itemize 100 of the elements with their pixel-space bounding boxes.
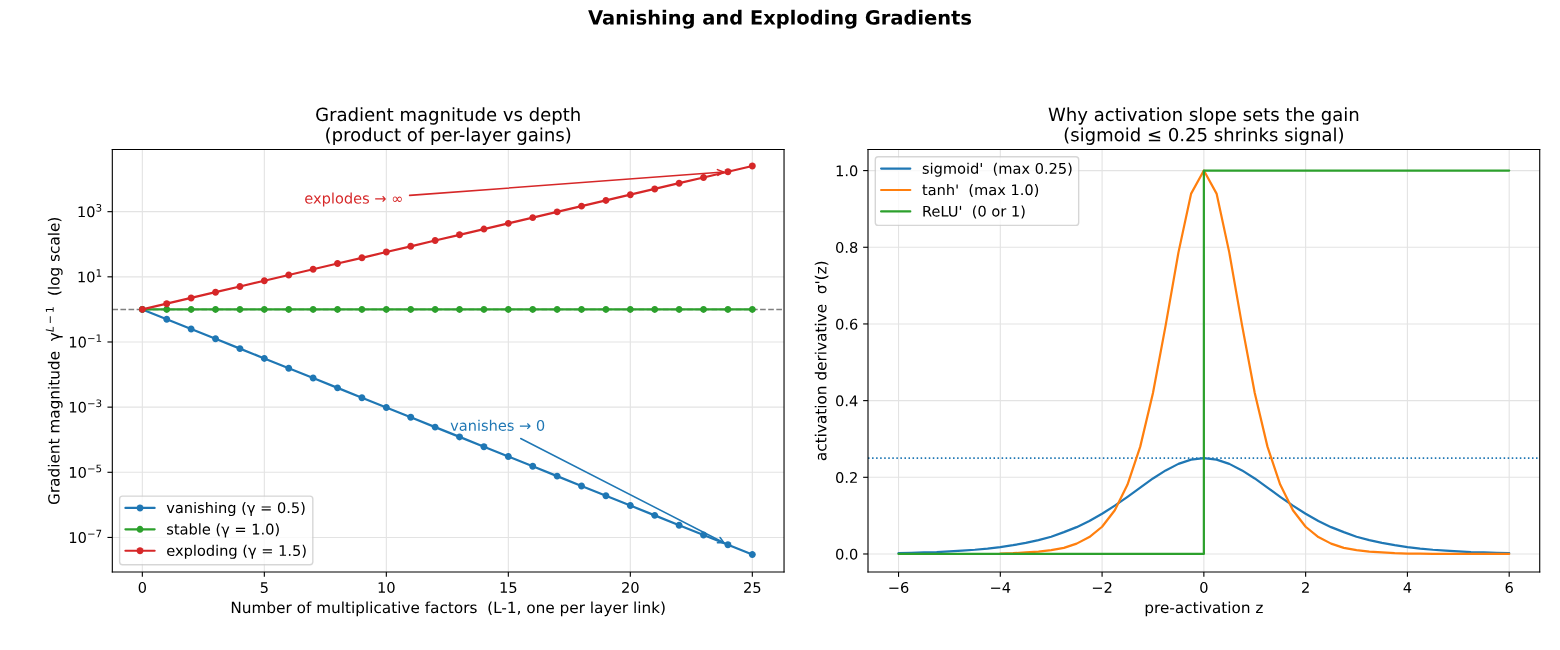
point [675,179,683,187]
point [334,384,341,392]
x-tick-label: 5 [260,582,268,594]
point [553,472,561,480]
point [236,345,244,353]
chart-title: Gradient magnitude vs depth (product of per-layer gains) [316,107,580,145]
point [675,305,683,313]
point [504,305,512,313]
x-tick-label: 4 [1403,582,1412,593]
point [724,541,732,549]
point [700,305,707,313]
point [212,335,219,343]
point [309,265,317,273]
x-axis-title: pre-activation z [1145,601,1263,617]
point [407,305,415,313]
y-tick-label: 10$^{−1}$ [69,334,102,348]
point [382,305,390,313]
point [724,168,732,176]
point [553,208,561,216]
y-tick-label: 0.6 [836,318,858,330]
legend-label: sigmoid' (max 0.25) [922,162,1072,177]
point [260,277,268,285]
point [748,305,756,313]
point [260,354,268,362]
y-tick-label: 0.4 [836,395,858,407]
x-tick-label: −4 [991,582,1011,593]
point [480,443,488,451]
point [236,283,244,290]
point [431,305,439,313]
x-tick-label: 2 [1302,581,1309,593]
point [212,305,219,313]
x-tick-label: −6 [889,581,909,594]
point [236,305,244,313]
point [163,305,171,313]
point [285,271,293,279]
x-axis-title: Number of multiplicative factors (L-1, one per layer link) [231,601,665,617]
point [578,202,585,210]
y-tick-label: 10$^{−5}$ [69,464,102,478]
point [529,305,537,313]
point [626,502,634,510]
point [334,260,341,267]
point [456,305,463,313]
point [382,248,390,256]
point [163,315,171,323]
point [382,404,390,411]
y-tick-label: 0.8 [836,241,858,254]
y-axis-title: activation derivative σ'(z) [814,261,829,461]
point [578,482,585,490]
x-tick-label: 0 [1200,581,1208,594]
point [309,305,317,313]
annotation: explodes → ∞ [305,192,402,207]
legend-label: tanh' (max 1.0) [922,184,1039,198]
point [187,305,195,313]
point [651,185,659,193]
point [529,214,537,222]
point [651,511,659,519]
point [407,413,415,421]
point [163,300,171,308]
x-tick-label: −2 [1092,581,1112,593]
y-tick-label: 1.0 [836,165,858,177]
y-tick-label: 10$^{3}$ [78,203,102,218]
x-tick-label: 10 [378,581,395,594]
legend-label: ReLU' (0 or 1) [923,205,1025,219]
point [578,305,585,313]
point [748,162,756,170]
point [285,364,293,372]
point [260,305,268,313]
legend-label: exploding (γ = 1.5) [167,544,306,559]
point [529,462,537,470]
point [212,288,219,296]
point [431,237,439,245]
y-tick-label: 10$^{−7}$ [69,529,102,544]
point [334,305,341,313]
text: Vanishing and Exploding Gradients [588,9,972,29]
x-tick-label: 6 [1505,581,1513,594]
point [700,173,707,181]
y-tick-label: 10$^{1}$ [78,269,102,283]
y-axis-title: Gradient magnitude γ$^{L−1}$ (log scale) [45,217,63,505]
point [602,305,610,313]
annotation: vanishes → 0 [450,419,545,431]
y-tick-label: 0.0 [836,548,858,560]
x-tick-label: 20 [622,581,639,594]
point [626,305,634,313]
x-tick-label: 25 [744,581,761,594]
x-tick-label: 15 [500,582,517,594]
y-tick-label: 10$^{−3}$ [69,399,102,413]
point [456,231,463,239]
point [553,305,561,313]
point [675,521,683,529]
legend-label: vanishing (γ = 0.5) [166,501,305,517]
point [407,242,415,250]
y-tick-label: 0.2 [836,472,857,484]
point [480,305,488,313]
point [285,305,293,313]
point [626,191,634,199]
point [358,254,366,262]
point [651,305,659,313]
x-tick-label: 0 [138,581,146,594]
point [358,394,366,402]
point [748,551,756,559]
